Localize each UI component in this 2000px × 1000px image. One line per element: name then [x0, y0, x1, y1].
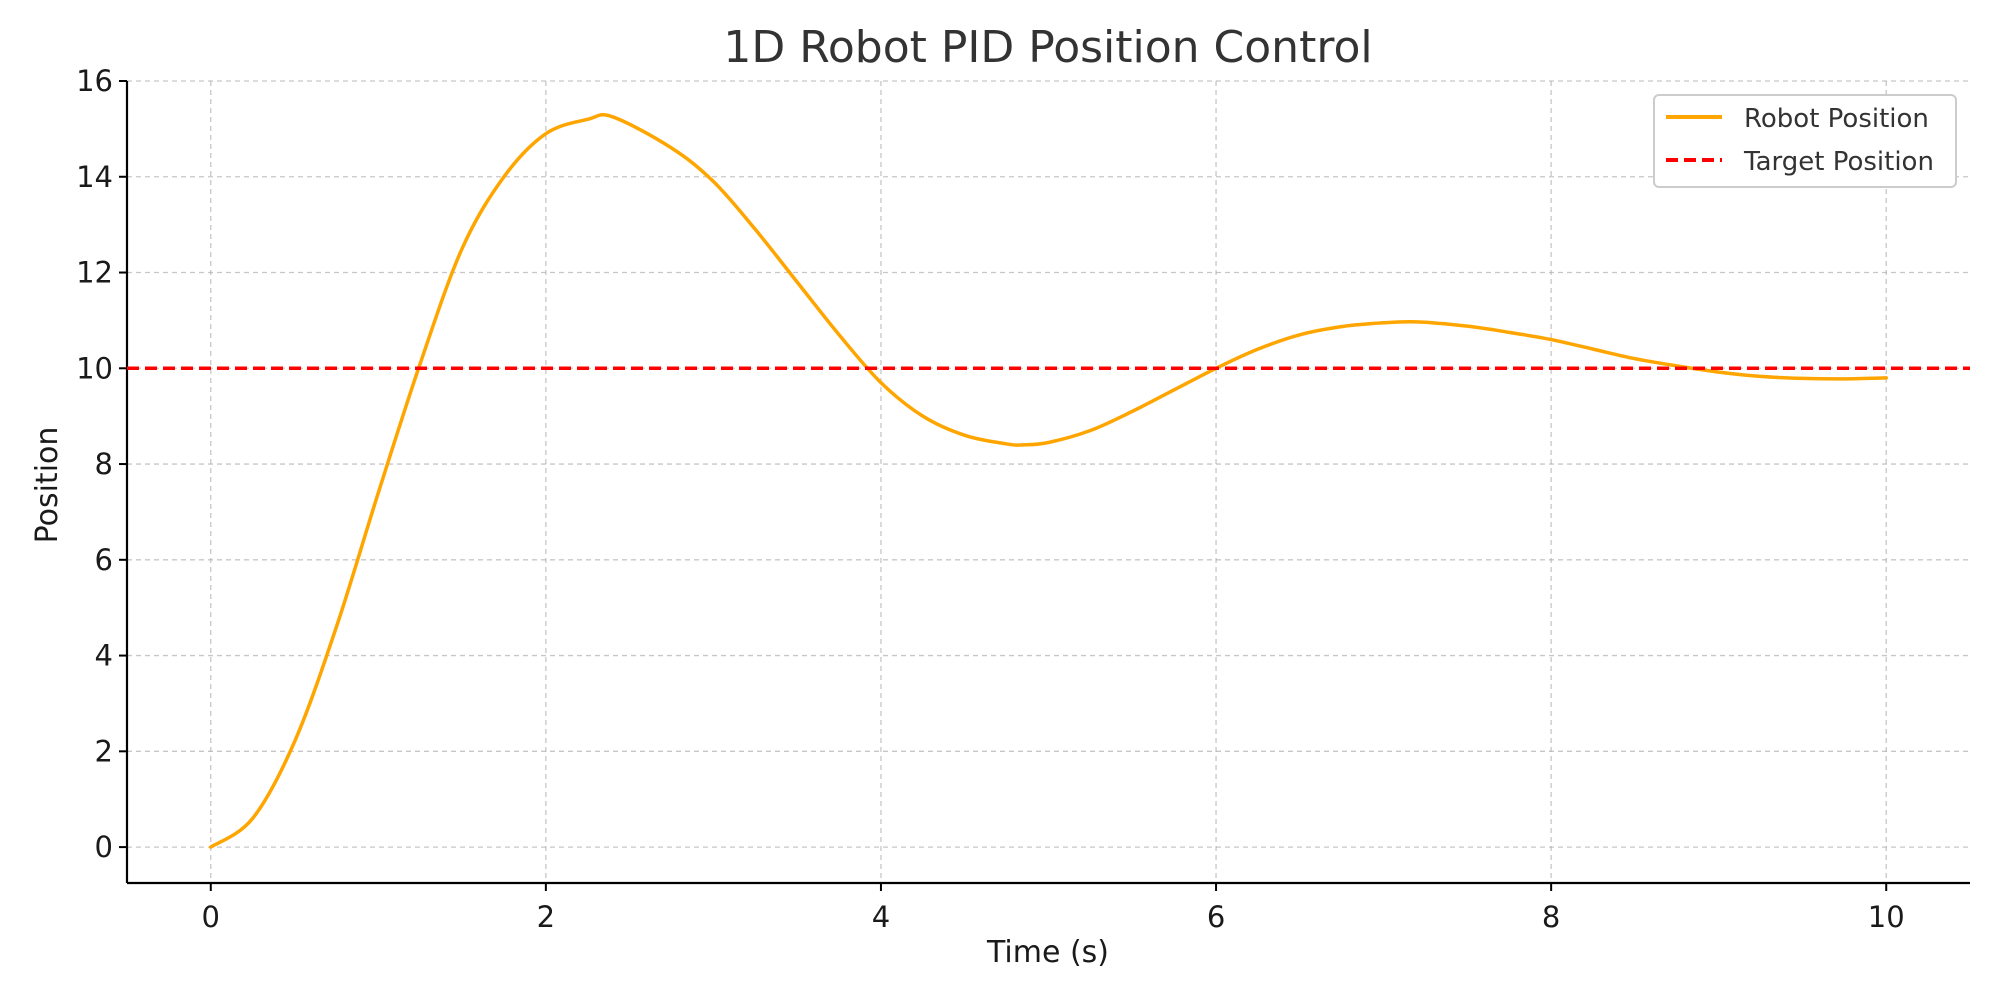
y-tick-label: 10 — [76, 351, 113, 385]
y-tick-label: 4 — [95, 639, 113, 673]
chart-title: 1D Robot PID Position Control — [723, 22, 1372, 73]
grid — [127, 80, 1970, 883]
legend-frame — [1653, 94, 1957, 188]
x-tick-label: 6 — [1207, 900, 1225, 934]
y-tick-label: 2 — [95, 734, 113, 768]
legend-label-robot-position: Robot Position — [1744, 104, 1929, 134]
series-line-robot-position — [209, 113, 1888, 849]
x-tick-label: 10 — [1868, 900, 1905, 934]
x-tick-label: 2 — [537, 900, 555, 934]
x-tick-label: 0 — [202, 900, 220, 934]
axes — [125, 81, 1970, 885]
y-tick-label: 14 — [76, 160, 113, 194]
y-tick-label: 8 — [95, 447, 113, 481]
y-tick-label: 16 — [76, 64, 113, 98]
x-tick-label: 4 — [872, 900, 890, 934]
series-layer — [127, 113, 1970, 849]
x-tick-label: 8 — [1542, 900, 1560, 934]
ticks: 0 2 4 6 8 10 0 2 4 6 8 10 12 14 16 — [76, 64, 1905, 934]
y-tick-label: 0 — [95, 830, 113, 864]
y-tick-label: 6 — [95, 543, 113, 577]
y-tick-label: 12 — [76, 256, 113, 290]
x-axis-label: Time (s) — [986, 935, 1109, 970]
legend: Robot Position Target Position — [1653, 94, 1957, 188]
y-axis-label: Position — [30, 427, 65, 544]
legend-label-target-position: Target Position — [1743, 147, 1934, 177]
